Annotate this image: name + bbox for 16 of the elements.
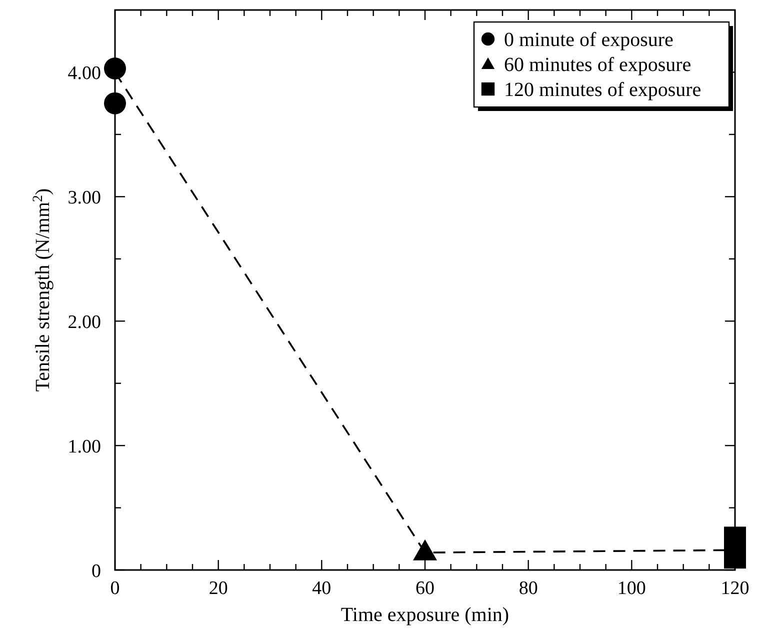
legend-label: 120 minutes of exposure [504,79,702,101]
y-tick-label: 3.00 [68,188,101,209]
x-tick-label: 60 [416,578,434,599]
x-tick-label: 0 [110,578,120,599]
y-tick-label: 0 [92,561,101,582]
x-tick-label: 40 [312,578,332,599]
y-tick-label: 4.00 [68,63,101,84]
legend-label: 60 minutes of exposure [504,54,692,76]
y-tick-label: 1.00 [68,436,101,458]
x-tick-label: 100 [617,578,646,599]
y-tick-label: 2.00 [68,312,101,334]
x-tick-label: 20 [208,578,228,599]
x-tick-label: 80 [518,578,538,599]
x-tick-label: 120 [720,578,750,599]
legend-label: 0 minute of exposure [504,29,674,51]
x-axis-title: Time exposure (min) [340,604,510,626]
